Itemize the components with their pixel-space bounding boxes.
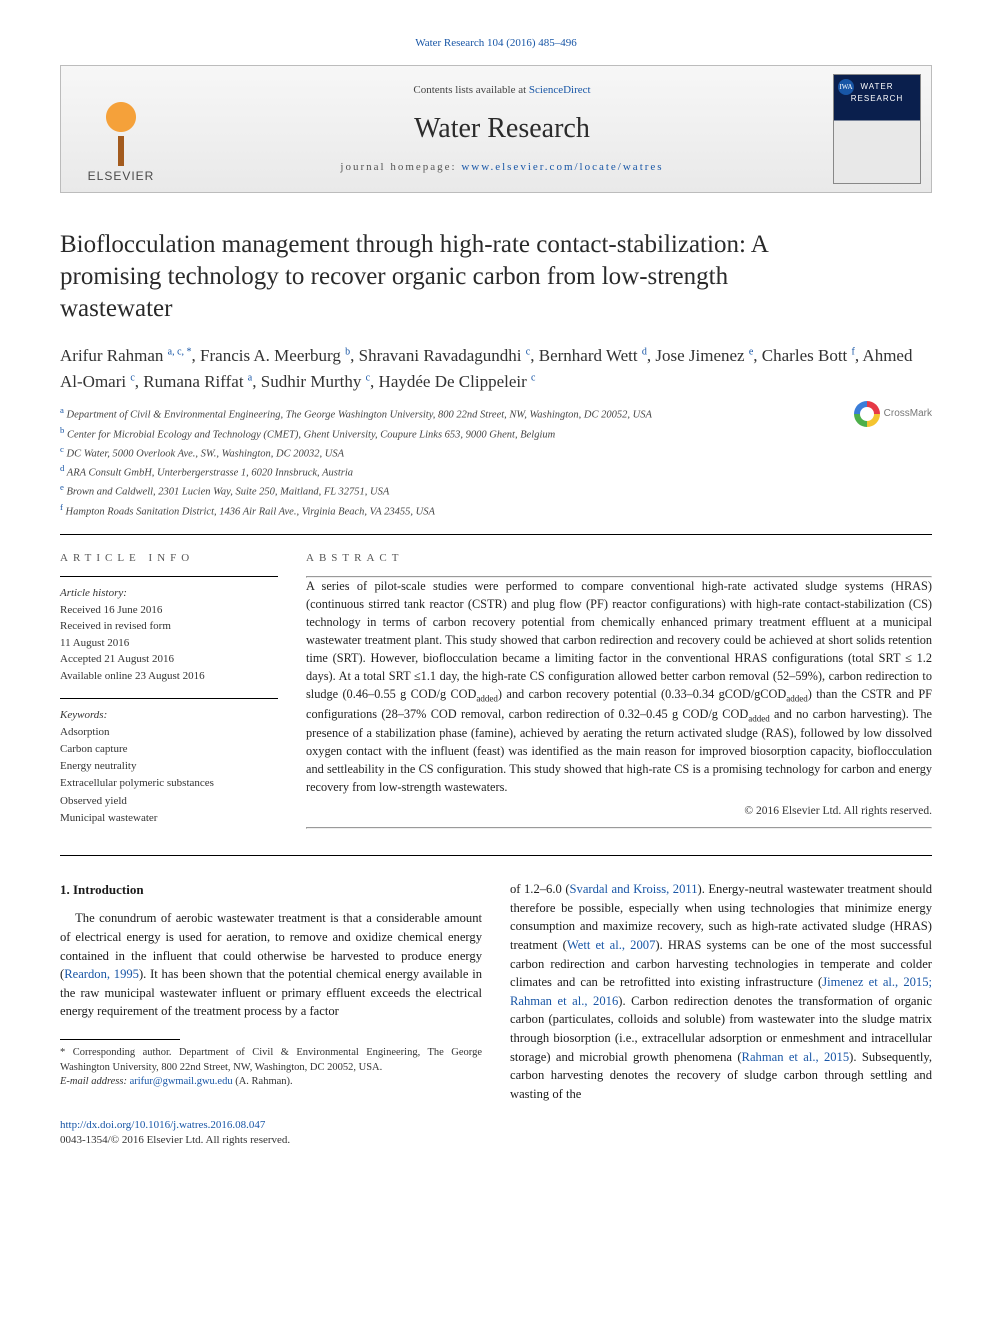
crossmark-icon [854,401,880,427]
history-line: 11 August 2016 [60,635,278,652]
affiliation-line: f Hampton Roads Sanitation District, 143… [60,501,932,520]
contents-available-line: Contents lists available at ScienceDirec… [413,83,590,98]
keyword-item: Extracellular polymeric substances [60,775,278,792]
keyword-item: Carbon capture [60,741,278,758]
history-line: Received in revised form [60,618,278,635]
body-two-column: 1. Introduction The conundrum of aerobic… [60,880,932,1104]
publisher-logo-slot: ELSEVIER [61,66,181,192]
elsevier-tree-icon [91,96,151,166]
history-line: Accepted 21 August 2016 [60,651,278,668]
crossmark-label: CrossMark [884,407,932,421]
affiliation-line: b Center for Microbial Ecology and Techn… [60,424,932,443]
elsevier-logo: ELSEVIER [79,84,163,184]
doi-link[interactable]: http://dx.doi.org/10.1016/j.watres.2016.… [60,1119,265,1131]
footnote-email-label: E-mail address: [60,1076,127,1087]
introduction-heading: 1. Introduction [60,880,482,899]
article-info-heading: ARTICLE INFO [60,551,278,566]
article-info-column: ARTICLE INFO Article history: Received 1… [60,541,278,829]
abstract-copyright: © 2016 Elsevier Ltd. All rights reserved… [306,803,932,819]
abstract-heading: ABSTRACT [306,551,932,566]
author-list: Arifur Rahman a, c, *, Francis A. Meerbu… [60,343,932,394]
keywords-rule [60,698,278,699]
keyword-item: Adsorption [60,724,278,741]
article-history: Article history: Received 16 June 2016Re… [60,585,278,684]
intro-paragraph-2: of 1.2–6.0 (Svardal and Kroiss, 2011). E… [510,880,932,1104]
info-rule [60,576,278,577]
citation-link[interactable]: Svardal and Kroiss, 2011 [570,882,698,896]
citation-link[interactable]: Rahman et al., 2015 [742,1050,850,1064]
citation-link[interactable]: Wett et al., 2007 [567,938,656,952]
footnote-corresponding: * Corresponding author. Department of Ci… [60,1046,482,1075]
affiliation-line: e Brown and Caldwell, 2301 Lucien Way, S… [60,481,932,500]
abstract-column: ABSTRACT A series of pilot-scale studies… [306,541,932,829]
keyword-item: Observed yield [60,793,278,810]
footnote-email-link[interactable]: arifur@gwmail.gwu.edu [130,1076,233,1087]
crossmark-badge[interactable]: CrossMark [854,401,932,427]
article-title: Bioflocculation management through high-… [60,229,932,325]
journal-cover-thumbnail: IWA WATER RESEARCH [833,74,921,184]
corresponding-author-footnote: * Corresponding author. Department of Ci… [60,1046,482,1090]
citation-link[interactable]: Reardon, 1995 [64,967,139,981]
history-label: Article history: [60,585,278,602]
intro-paragraph-1: The conundrum of aerobic wastewater trea… [60,909,482,1021]
history-line: Received 16 June 2016 [60,602,278,619]
citation-line: Water Research 104 (2016) 485–496 [60,36,932,51]
abstract-end-rule [306,827,932,829]
keywords-label: Keywords: [60,707,278,724]
footnote-email-attribution: (A. Rahman). [235,1076,292,1087]
footnote-separator [60,1039,180,1040]
affiliation-line: a Department of Civil & Environmental En… [60,404,932,423]
footer-copyright: 0043-1354/© 2016 Elsevier Ltd. All right… [60,1133,932,1148]
journal-cover-slot: IWA WATER RESEARCH [823,66,931,192]
keyword-item: Energy neutrality [60,758,278,775]
journal-homepage-line: journal homepage: www.elsevier.com/locat… [340,160,663,175]
section-divider [60,855,932,856]
keywords-block: Keywords: AdsorptionCarbon captureEnergy… [60,698,278,826]
sciencedirect-link[interactable]: ScienceDirect [529,84,591,96]
abstract-text: A series of pilot-scale studies were per… [306,578,932,797]
history-line: Available online 23 August 2016 [60,668,278,685]
publisher-name: ELSEVIER [88,168,155,185]
journal-homepage-link[interactable]: www.elsevier.com/locate/watres [461,161,663,173]
journal-banner: ELSEVIER Contents lists available at Sci… [60,65,932,193]
citation-link[interactable]: Jimenez et al., 2015; Rahman et al., 201… [510,975,932,1008]
affiliations: a Department of Civil & Environmental En… [60,404,932,520]
contents-prefix: Contents lists available at [413,84,528,96]
divider-rule [60,534,932,535]
homepage-prefix: journal homepage: [340,161,461,173]
affiliation-line: c DC Water, 5000 Overlook Ave., SW., Was… [60,443,932,462]
keyword-item: Municipal wastewater [60,810,278,827]
journal-name: Water Research [414,109,590,148]
affiliation-line: d ARA Consult GmbH, Unterbergerstrasse 1… [60,462,932,481]
footer-doi: http://dx.doi.org/10.1016/j.watres.2016.… [60,1118,932,1133]
